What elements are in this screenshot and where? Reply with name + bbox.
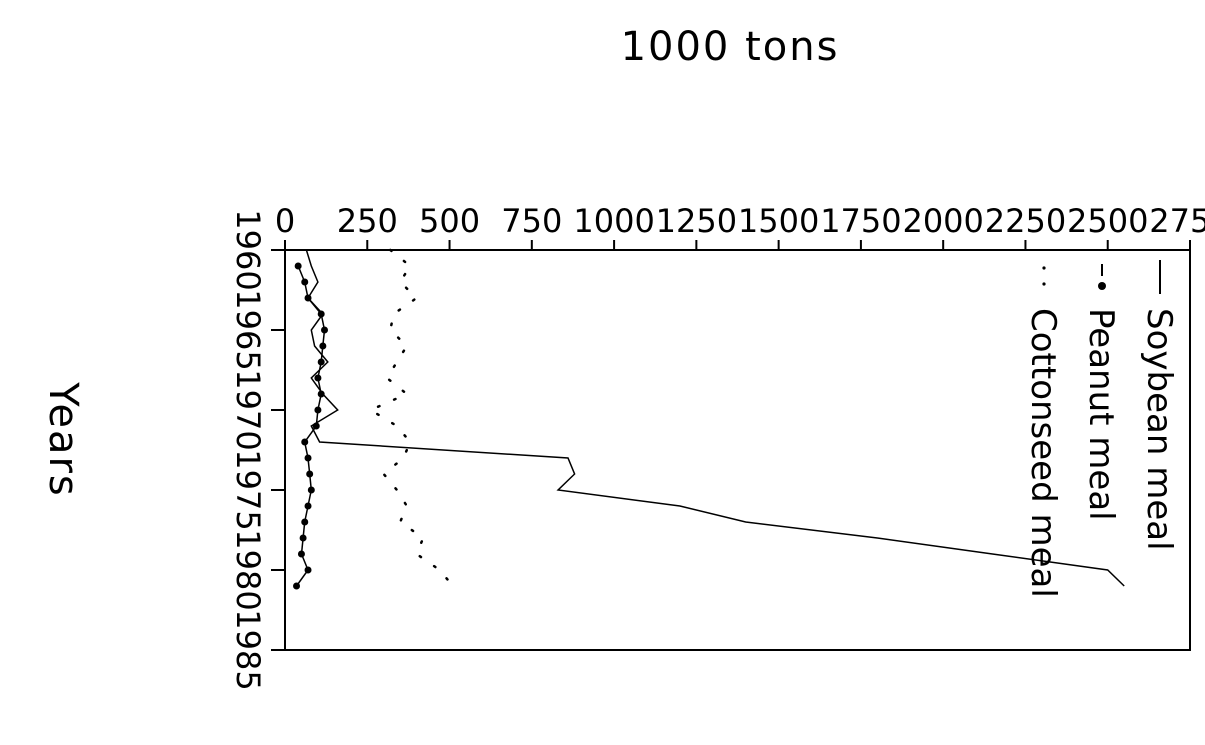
peanut-meal-point <box>320 326 328 334</box>
y-tick-label: 2000 <box>902 202 983 240</box>
legend-marker-peanut-dot <box>1098 282 1106 290</box>
x-tick-label: 1985 <box>229 609 267 690</box>
peanut-meal-point <box>307 486 315 494</box>
y-axis-title: 1000 tons <box>621 24 840 70</box>
peanut-meal-point <box>299 534 307 542</box>
peanut-meal-point <box>294 262 302 270</box>
peanut-meal-point <box>306 470 314 478</box>
x-tick-label: 1965 <box>229 289 267 370</box>
peanut-meal-point <box>301 438 309 446</box>
y-tick-label: 2250 <box>985 202 1066 240</box>
peanut-meal-point <box>304 294 312 302</box>
peanut-meal-point <box>301 278 309 286</box>
y-tick-label: 1500 <box>738 202 819 240</box>
y-tick-label: 1000 <box>573 202 654 240</box>
plot-frame <box>284 249 1191 651</box>
y-tick-label: 1750 <box>820 202 901 240</box>
peanut-meal-point <box>304 454 312 462</box>
legend-label: Soybean meal <box>1139 308 1179 551</box>
y-tick-label: 1250 <box>656 202 737 240</box>
legend-label: Cottonseed meal <box>1023 308 1063 598</box>
legend-marker-cottonseed-dot <box>1042 266 1046 270</box>
peanut-meal-point <box>317 358 325 366</box>
y-tick-label: 2500 <box>1067 202 1148 240</box>
x-tick-label: 1980 <box>229 529 267 610</box>
y-tick-label: 0 <box>275 202 295 240</box>
peanut-meal-point <box>319 342 327 350</box>
legend-label: Peanut meal <box>1081 308 1121 521</box>
peanut-meal-point <box>304 566 312 574</box>
peanut-meal-point <box>314 374 322 382</box>
y-tick-label: 250 <box>337 202 398 240</box>
peanut-meal-point <box>297 550 305 558</box>
x-tick-label: 1960 <box>229 209 267 290</box>
peanut-meal-point <box>301 518 309 526</box>
y-tick-label: 500 <box>419 202 480 240</box>
x-tick-label: 1970 <box>229 369 267 450</box>
peanut-meal-point <box>312 422 320 430</box>
peanut-meal-point <box>317 310 325 318</box>
y-tick-label: 2750 <box>1149 202 1205 240</box>
y-tick-label: 750 <box>501 202 562 240</box>
cottonseed-meal-line <box>367 248 455 588</box>
peanut-meal-point <box>304 502 312 510</box>
legend-marker-cottonseed-dot <box>1042 282 1046 286</box>
peanut-meal-point <box>317 390 325 398</box>
peanut-meal-point <box>293 582 301 590</box>
soybean-meal-line <box>305 249 1125 587</box>
x-axis-title: Years <box>40 381 86 498</box>
peanut-meal-point <box>314 406 322 414</box>
x-tick-label: 1975 <box>229 449 267 530</box>
